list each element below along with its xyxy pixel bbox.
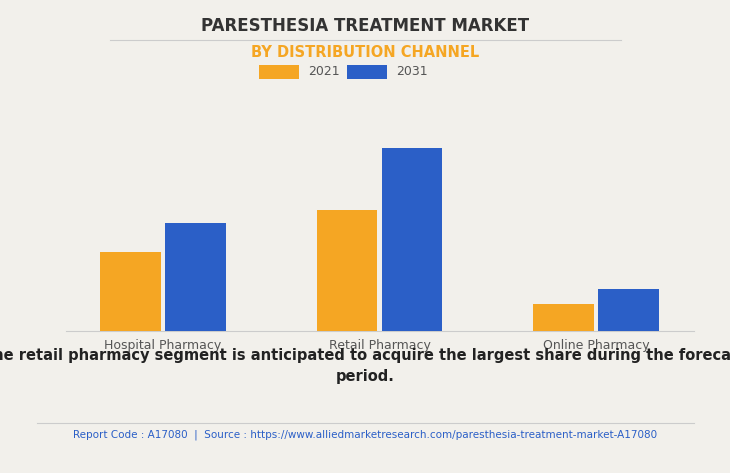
Text: 2031: 2031 <box>396 65 427 79</box>
Bar <box>382 148 442 331</box>
Bar <box>534 304 594 331</box>
Bar <box>165 223 226 331</box>
Text: BY DISTRIBUTION CHANNEL: BY DISTRIBUTION CHANNEL <box>251 45 479 60</box>
Text: Report Code : A17080  |  Source : https://www.alliedmarketresearch.com/paresthes: Report Code : A17080 | Source : https://… <box>73 429 657 440</box>
Bar <box>599 289 659 331</box>
Bar <box>100 252 161 331</box>
Text: 2021: 2021 <box>308 65 339 79</box>
Text: The retail pharmacy segment is anticipated to acquire the largest share during t: The retail pharmacy segment is anticipat… <box>0 348 730 384</box>
Bar <box>317 210 377 331</box>
Text: PARESTHESIA TREATMENT MARKET: PARESTHESIA TREATMENT MARKET <box>201 17 529 35</box>
